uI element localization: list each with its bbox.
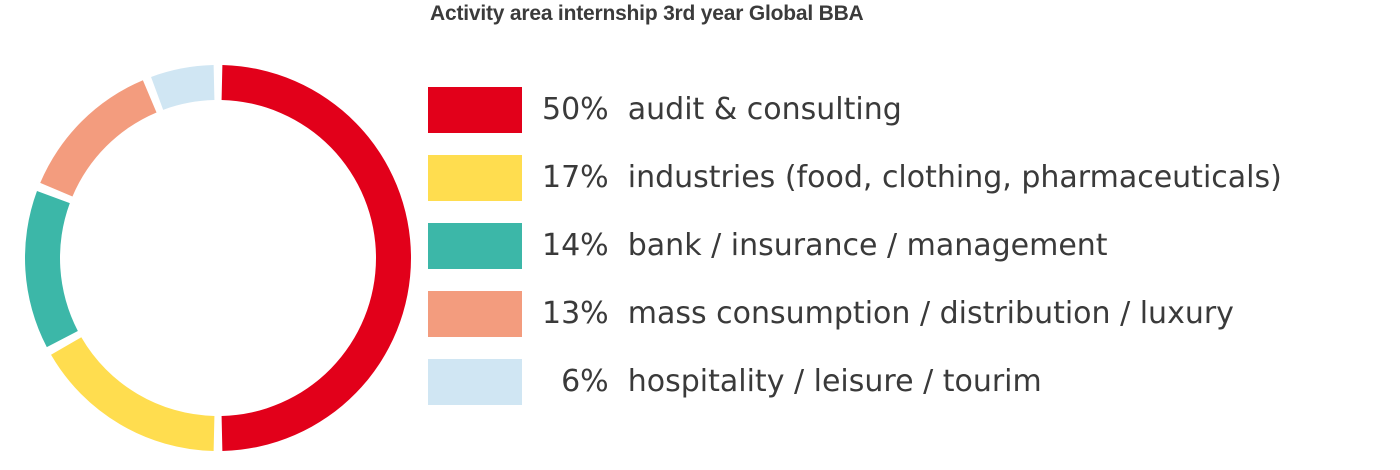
donut-slice-4 — [40, 80, 157, 197]
legend-swatch — [428, 155, 522, 201]
donut-slice-2 — [51, 337, 215, 451]
legend-item: 6% hospitality / leisure / tourim — [428, 359, 1388, 405]
legend-item: 13% mass consumption / distribution / lu… — [428, 291, 1388, 337]
legend-percent: 14% — [542, 228, 609, 263]
chart-title: Activity area internship 3rd year Global… — [430, 2, 864, 25]
legend-item: 14% bank / insurance / management — [428, 223, 1388, 269]
donut-slice-3 — [24, 191, 78, 348]
legend-label: 13% mass consumption / distribution / lu… — [542, 295, 1234, 333]
donut-slice-5 — [151, 65, 215, 110]
legend-swatch — [428, 291, 522, 337]
legend-percent: 13% — [542, 296, 609, 331]
legend-swatch — [428, 359, 522, 405]
legend-percent: 17% — [542, 160, 609, 195]
legend-category: mass consumption / distribution / luxury — [608, 296, 1234, 331]
legend-percent: 6% — [542, 364, 609, 399]
legend-label: 6% hospitality / leisure / tourim — [542, 363, 1042, 401]
legend-category: bank / insurance / management — [608, 228, 1108, 263]
donut-chart — [24, 65, 411, 451]
legend-category: industries (food, clothing, pharmaceutic… — [608, 160, 1282, 195]
legend-label: 14% bank / insurance / management — [542, 227, 1108, 265]
donut-slice-1 — [221, 65, 411, 451]
legend-category: hospitality / leisure / tourim — [608, 364, 1042, 399]
legend-label: 17% industries (food, clothing, pharmace… — [542, 159, 1282, 197]
legend-category: audit & consulting — [608, 92, 902, 127]
legend-swatch — [428, 87, 522, 133]
legend-label: 50% audit & consulting — [542, 91, 902, 129]
legend-item: 50% audit & consulting — [428, 87, 1388, 133]
legend-swatch — [428, 223, 522, 269]
legend-item: 17% industries (food, clothing, pharmace… — [428, 155, 1388, 201]
legend-percent: 50% — [542, 92, 609, 127]
